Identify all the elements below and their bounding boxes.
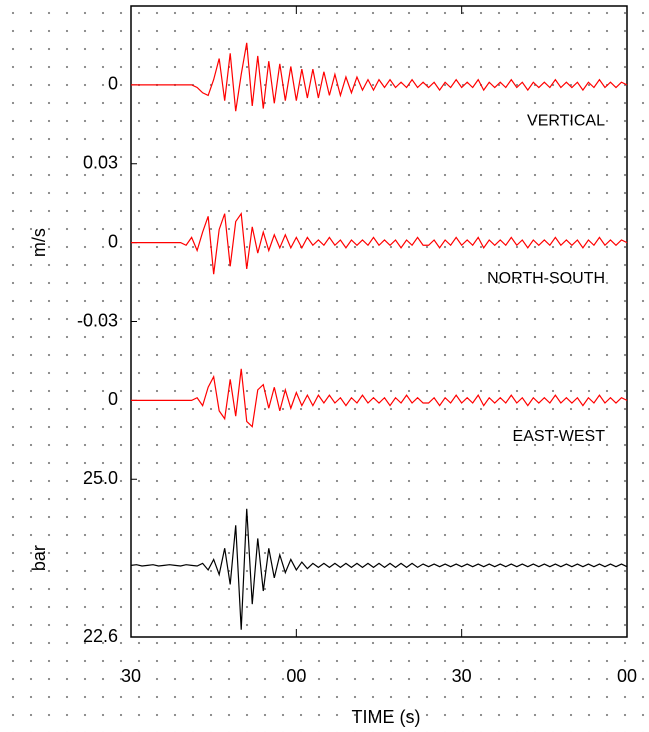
trace xyxy=(131,368,628,428)
y-tick-label: 0.03 xyxy=(83,153,118,173)
y-tick-label: -0.03 xyxy=(77,310,118,330)
y-tick-label: 0 xyxy=(108,389,118,409)
x-axis-label: TIME (s) xyxy=(352,707,421,727)
y-tick-label: 25.0 xyxy=(83,468,118,488)
x-tick-label: 00 xyxy=(617,666,637,686)
y-axis-label: m/s xyxy=(29,228,49,257)
trace-name: VERTICAL xyxy=(527,112,605,129)
y-tick-label: 22.6 xyxy=(83,626,118,646)
y-axis-label: bar xyxy=(29,545,49,571)
trace xyxy=(130,508,628,630)
trace-name: NORTH-SOUTH xyxy=(487,270,605,287)
y-tick-label: 0 xyxy=(108,74,118,94)
x-tick-label: 30 xyxy=(121,666,141,686)
plot-frame xyxy=(130,5,628,638)
x-tick-label: 30 xyxy=(452,666,472,686)
x-tick-label: 00 xyxy=(286,666,306,686)
trace-name: EAST-WEST xyxy=(513,428,606,445)
trace xyxy=(131,42,628,112)
y-tick-label: 0 xyxy=(108,231,118,251)
trace xyxy=(131,212,628,275)
